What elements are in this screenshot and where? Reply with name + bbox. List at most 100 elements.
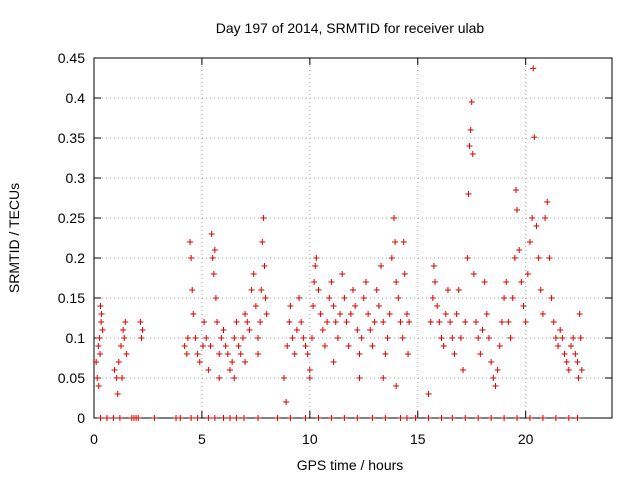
data-point [444, 287, 451, 293]
data-point [406, 319, 413, 325]
data-point [207, 343, 214, 349]
data-point [391, 215, 398, 221]
data-point [308, 335, 315, 341]
y-tick-label: 0 [77, 410, 85, 426]
data-point-zero [151, 415, 158, 421]
data-point [289, 335, 296, 341]
data-point [199, 343, 206, 349]
data-point [483, 311, 490, 317]
data-point [453, 311, 460, 317]
data-point [310, 303, 317, 309]
data-point [315, 287, 322, 293]
data-point-zero [354, 415, 361, 421]
data-point [526, 239, 533, 245]
y-tick-label: 0.45 [58, 50, 85, 66]
data-point [94, 375, 101, 381]
x-tick-label: 15 [410, 431, 426, 447]
data-point [341, 295, 348, 301]
data-point [561, 351, 568, 357]
data-point [438, 335, 445, 341]
data-point-zero [135, 415, 142, 421]
data-point [95, 383, 102, 389]
data-point [321, 343, 328, 349]
data-point-zero [526, 415, 533, 421]
data-point-zero [188, 415, 195, 421]
data-point [565, 367, 572, 373]
data-point [209, 255, 216, 261]
data-point [233, 319, 240, 325]
data-point [356, 351, 363, 357]
data-point [212, 295, 219, 301]
data-point-zero [220, 415, 227, 421]
data-point [375, 303, 382, 309]
data-point [328, 279, 335, 285]
data-point [490, 375, 497, 381]
data-point [488, 359, 495, 365]
data-point [115, 359, 122, 365]
data-point [429, 295, 436, 301]
data-point [373, 287, 380, 293]
data-point-zero [397, 415, 404, 421]
data-point [524, 271, 531, 277]
data-point [436, 319, 443, 325]
data-point [469, 151, 476, 157]
data-point [284, 343, 291, 349]
data-point [214, 319, 221, 325]
data-point [559, 335, 566, 341]
data-point [111, 367, 118, 373]
data-point [98, 311, 105, 317]
data-point-zero [315, 415, 322, 421]
data-point-zero [462, 415, 469, 421]
data-point-zero [412, 415, 419, 421]
data-point [434, 303, 441, 309]
data-point-zero [226, 415, 233, 421]
data-point [392, 239, 399, 245]
data-point [190, 311, 197, 317]
data-point [427, 319, 434, 325]
data-point-zero [274, 415, 281, 421]
data-point [503, 279, 510, 285]
data-point [577, 335, 584, 341]
data-point [496, 343, 503, 349]
data-point [356, 375, 363, 381]
data-point [196, 359, 203, 365]
data-point [557, 327, 564, 333]
data-point [248, 287, 255, 293]
data-point [468, 99, 475, 105]
data-point [380, 375, 387, 381]
y-tick-label: 0.35 [58, 130, 85, 146]
data-point [531, 134, 538, 141]
data-point [194, 351, 201, 357]
data-point [298, 319, 305, 325]
data-point [473, 319, 480, 325]
y-axis-label: SRMTID / TECUs [6, 183, 22, 293]
data-point [286, 319, 293, 325]
data-point-zero [177, 415, 184, 421]
data-point [365, 311, 372, 317]
data-point-zero [194, 415, 201, 421]
data-point [465, 191, 472, 197]
data-point [181, 343, 188, 349]
data-point [260, 215, 267, 221]
data-point [192, 335, 199, 341]
data-point [354, 327, 361, 333]
data-point [494, 367, 501, 373]
data-point [405, 351, 412, 357]
data-point [475, 335, 482, 341]
data-point-zero [287, 415, 294, 421]
data-point [184, 335, 191, 341]
data-point-zero [449, 415, 456, 421]
data-point [451, 351, 458, 357]
data-point [505, 319, 512, 325]
data-point [235, 343, 242, 349]
grid [94, 58, 612, 418]
data-point [137, 319, 144, 325]
data-point [330, 359, 337, 365]
data-point-zero [501, 415, 508, 421]
data-point [507, 335, 514, 341]
data-point-zero [475, 415, 482, 421]
data-point [97, 351, 104, 357]
data-point [401, 271, 408, 277]
y-tick-label: 0.15 [58, 290, 85, 306]
data-point [203, 335, 210, 341]
